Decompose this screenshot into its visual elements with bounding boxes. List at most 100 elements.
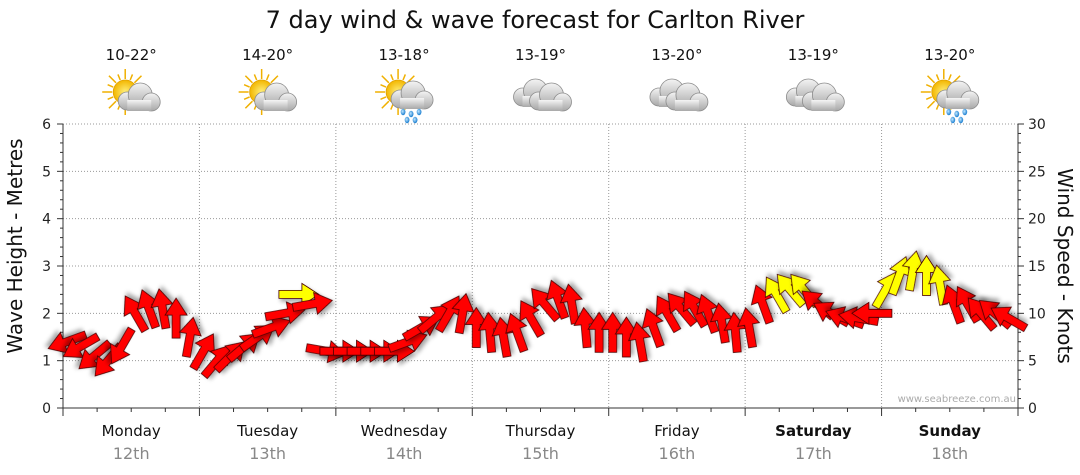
wind-arrow-shape bbox=[914, 254, 939, 296]
day-name-label: Monday bbox=[102, 422, 161, 440]
y-left-tick-label: 5 bbox=[42, 164, 51, 180]
wind-arrow-shape bbox=[587, 311, 611, 353]
sun-shower-icon bbox=[920, 69, 980, 124]
wind-arrow-shape bbox=[573, 306, 597, 349]
wind-arrow-shape bbox=[519, 300, 545, 338]
wind-arrow-shape bbox=[600, 311, 625, 353]
wind-arrow bbox=[464, 306, 489, 348]
wind-arrow bbox=[737, 307, 761, 349]
wind-arrow bbox=[136, 289, 161, 330]
wind-arrow-shape bbox=[851, 301, 893, 326]
day-date-label: 15th bbox=[522, 444, 559, 463]
temperature-label: 13-18° bbox=[379, 46, 430, 64]
wind-arrow-shape bbox=[776, 273, 807, 309]
wind-arrow bbox=[990, 306, 1029, 333]
wind-arrow bbox=[851, 301, 893, 326]
day-date-label: 12th bbox=[113, 444, 150, 463]
wind-arrow bbox=[573, 306, 597, 349]
weather-row: 10-22° 14-20° 13-18° 13-19° 13-20° 13-19° 13-2… bbox=[102, 46, 980, 124]
wind-arrow-shape bbox=[546, 279, 570, 320]
wind-arrow-shape bbox=[667, 292, 698, 328]
y-right-tick-label: 0 bbox=[1028, 401, 1037, 417]
wind-arrow bbox=[164, 297, 188, 339]
wind-arrow-shape bbox=[250, 315, 292, 339]
wind-arrow-shape bbox=[641, 308, 665, 349]
cloudy-icon bbox=[649, 78, 709, 112]
y-left-tick-label: 1 bbox=[42, 354, 51, 370]
y-right-tick-label: 25 bbox=[1028, 164, 1046, 180]
wind-arrow bbox=[451, 292, 475, 335]
wind-arrow bbox=[519, 300, 545, 338]
wind-arrow-shape bbox=[967, 297, 998, 332]
wind-arrow bbox=[477, 311, 502, 354]
wind-arrow bbox=[150, 288, 174, 330]
wind-arrow-shape bbox=[627, 321, 652, 363]
wind-arrow-shape bbox=[737, 307, 761, 349]
wind-arrow bbox=[914, 254, 939, 296]
wind-arrow-shape bbox=[47, 330, 88, 354]
day-date-label: 13th bbox=[249, 444, 286, 463]
cloudy-icon bbox=[513, 78, 572, 112]
day-date-label: 16th bbox=[659, 444, 696, 463]
wind-arrow-shape bbox=[990, 306, 1029, 333]
y-right-tick-label: 15 bbox=[1028, 259, 1046, 275]
axes-layer: 0 1 2 3 4 5 6 0 5 10 15 20 25 30 bbox=[42, 117, 1046, 417]
wind-arrow bbox=[78, 339, 113, 370]
wind-arrow-shape bbox=[709, 302, 734, 344]
wind-series bbox=[47, 250, 1029, 380]
day-name-label: Tuesday bbox=[236, 422, 298, 440]
wind-arrow bbox=[967, 297, 998, 332]
y-right-tick-label: 20 bbox=[1028, 212, 1046, 228]
wind-arrow bbox=[62, 332, 101, 358]
wind-arrow bbox=[696, 293, 720, 334]
wind-arrow-shape bbox=[78, 339, 113, 370]
wind-arrow bbox=[546, 279, 570, 320]
day-date-label: 17th bbox=[795, 444, 832, 463]
sun-shower-icon bbox=[375, 69, 434, 124]
y-left-tick-label: 6 bbox=[42, 117, 51, 133]
partly-cloudy-icon bbox=[238, 69, 298, 115]
wind-arrow bbox=[641, 308, 665, 349]
temperature-label: 13-20° bbox=[651, 46, 702, 64]
day-date-label: 14th bbox=[386, 444, 423, 463]
wind-arrow bbox=[505, 312, 529, 353]
wind-arrow-shape bbox=[136, 289, 161, 330]
wind-arrow-shape bbox=[150, 288, 174, 330]
chart-title: 7 day wind & wave forecast for Carlton R… bbox=[266, 6, 805, 34]
day-labels: Monday 12th Tuesday 13th Wednesday 14th Thursd… bbox=[102, 422, 982, 463]
y-left-tick-label: 2 bbox=[42, 306, 51, 322]
wind-arrow-shape bbox=[505, 312, 529, 353]
temperature-label: 14-20° bbox=[242, 46, 293, 64]
watermark: www.seabreeze.com.au bbox=[898, 394, 1016, 405]
wind-arrow-shape bbox=[62, 332, 101, 358]
wind-arrow-shape bbox=[696, 293, 720, 334]
day-date-label: 18th bbox=[931, 444, 968, 463]
wind-arrow bbox=[250, 315, 292, 339]
y-right-tick-label: 30 bbox=[1028, 117, 1046, 133]
grid-layer bbox=[63, 123, 1018, 408]
wind-arrow bbox=[47, 330, 88, 354]
temperature-label: 13-19° bbox=[515, 46, 566, 64]
day-name-label: Friday bbox=[654, 422, 700, 440]
wind-arrow-shape bbox=[164, 297, 188, 339]
wind-arrow-shape bbox=[531, 288, 561, 323]
day-name-label: Sunday bbox=[919, 422, 982, 440]
y-axis-left-title: Wave Height - Metres bbox=[3, 138, 27, 353]
wind-arrow bbox=[776, 273, 807, 309]
wind-arrow-shape bbox=[178, 316, 202, 358]
wind-arrow-shape bbox=[901, 250, 925, 292]
day-name-label: Wednesday bbox=[361, 422, 448, 440]
day-name-label: Saturday bbox=[775, 422, 852, 440]
wind-arrow-shape bbox=[451, 292, 475, 335]
wind-arrow bbox=[667, 292, 698, 328]
temperature-label: 13-19° bbox=[788, 46, 839, 64]
wind-arrow bbox=[291, 291, 334, 316]
wind-arrow-shape bbox=[477, 311, 502, 354]
y-right-tick-label: 5 bbox=[1028, 354, 1037, 370]
temperature-label: 13-20° bbox=[924, 46, 975, 64]
day-name-label: Thursday bbox=[505, 422, 576, 440]
wind-arrow bbox=[189, 333, 215, 372]
wind-arrow bbox=[627, 321, 652, 363]
partly-cloudy-icon bbox=[102, 69, 161, 115]
